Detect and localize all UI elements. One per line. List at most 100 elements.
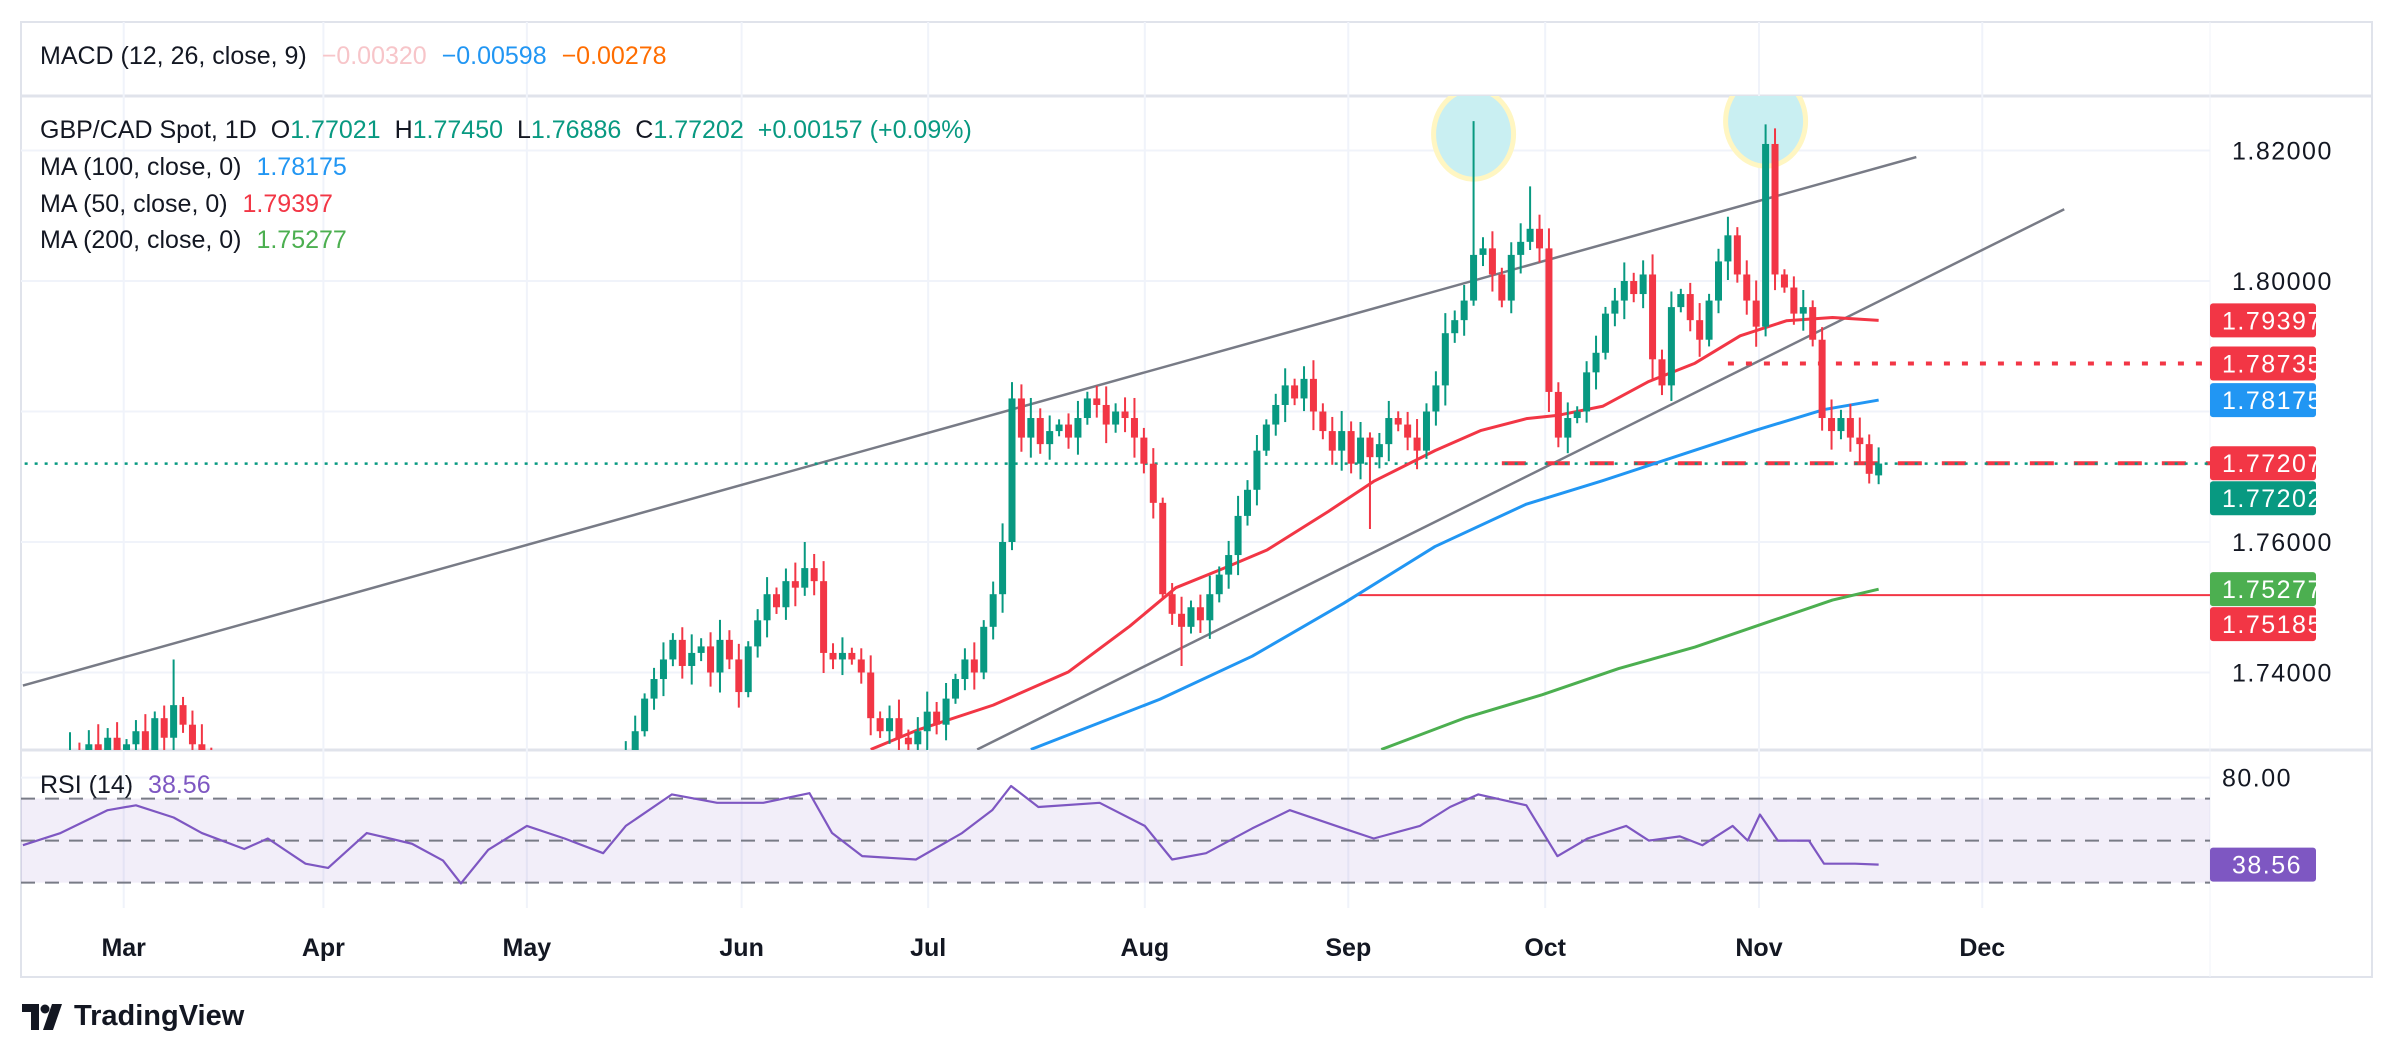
price-tag[interactable]: 1.77202 bbox=[2210, 481, 2323, 516]
candle[interactable] bbox=[1102, 386, 1110, 444]
candle[interactable] bbox=[1743, 260, 1751, 315]
rsi-value-tag[interactable]: 38.56 bbox=[2210, 847, 2316, 882]
candle[interactable] bbox=[94, 724, 102, 777]
candle[interactable] bbox=[763, 577, 771, 638]
candle[interactable] bbox=[848, 647, 856, 665]
candle[interactable] bbox=[1677, 288, 1685, 313]
candle[interactable] bbox=[1093, 385, 1101, 418]
candle[interactable] bbox=[1846, 403, 1854, 452]
price-tag[interactable]: 1.79397 bbox=[2210, 303, 2323, 338]
candle[interactable] bbox=[1780, 269, 1788, 293]
candle[interactable] bbox=[1715, 248, 1722, 314]
candle[interactable] bbox=[1470, 121, 1478, 306]
candle[interactable] bbox=[1404, 411, 1412, 451]
candle[interactable] bbox=[1083, 391, 1091, 425]
candle[interactable] bbox=[1300, 366, 1308, 412]
price-axis[interactable]: 1.82000 1.80000 1.76000 1.74000 80.00 1.79397… bbox=[2210, 138, 2333, 882]
candle[interactable] bbox=[989, 581, 997, 640]
candle[interactable] bbox=[1262, 419, 1270, 456]
candle[interactable] bbox=[791, 562, 799, 607]
candle[interactable] bbox=[1526, 186, 1534, 251]
candle[interactable] bbox=[1149, 448, 1157, 519]
candle[interactable] bbox=[1375, 432, 1383, 469]
candle[interactable] bbox=[1771, 128, 1779, 291]
symbol-legend[interactable]: GBP/CAD Spot, 1D O1.77021 H1.77450 L1.76886… bbox=[40, 116, 980, 145]
candle[interactable] bbox=[1554, 382, 1562, 448]
candle[interactable] bbox=[669, 633, 677, 667]
candle[interactable] bbox=[961, 648, 969, 691]
candle[interactable] bbox=[1140, 427, 1148, 474]
candle[interactable] bbox=[1809, 300, 1817, 347]
candle[interactable] bbox=[1799, 290, 1807, 331]
trend-line-channel-lower[interactable] bbox=[976, 208, 2065, 750]
candle[interactable] bbox=[1620, 262, 1628, 320]
candle[interactable] bbox=[1187, 600, 1195, 634]
ma200-legend[interactable]: MA (200, close, 0) 1.75277 bbox=[40, 226, 355, 255]
candle[interactable] bbox=[1441, 313, 1449, 406]
candle[interactable] bbox=[1517, 223, 1525, 274]
candle[interactable] bbox=[113, 722, 121, 779]
candle[interactable] bbox=[1244, 480, 1251, 526]
candle[interactable] bbox=[1630, 272, 1638, 303]
candle[interactable] bbox=[697, 638, 705, 662]
candle[interactable] bbox=[1065, 413, 1073, 449]
candle[interactable] bbox=[744, 641, 752, 698]
candle[interactable] bbox=[160, 705, 168, 751]
candle[interactable] bbox=[1507, 242, 1515, 314]
candle[interactable] bbox=[1027, 397, 1035, 458]
candle[interactable] bbox=[1253, 435, 1261, 506]
price-tag[interactable]: 1.75277 bbox=[2210, 572, 2323, 607]
candle[interactable] bbox=[188, 710, 196, 759]
candle[interactable] bbox=[1498, 267, 1506, 308]
candle[interactable] bbox=[1818, 327, 1826, 431]
candle[interactable] bbox=[123, 739, 131, 769]
candle[interactable] bbox=[1479, 237, 1487, 267]
candle[interactable] bbox=[970, 642, 978, 690]
candle[interactable] bbox=[1856, 417, 1864, 465]
candle[interactable] bbox=[179, 696, 187, 733]
candle[interactable] bbox=[1309, 360, 1317, 431]
candle[interactable] bbox=[1639, 260, 1647, 309]
candle[interactable] bbox=[1008, 382, 1016, 551]
candle[interactable] bbox=[1272, 393, 1280, 436]
candle[interactable] bbox=[707, 632, 715, 687]
candle[interactable] bbox=[1328, 416, 1336, 465]
candle[interactable] bbox=[716, 619, 724, 693]
candle[interactable] bbox=[923, 691, 931, 752]
candle[interactable] bbox=[886, 705, 894, 744]
candle[interactable] bbox=[1451, 310, 1459, 343]
candle[interactable] bbox=[1196, 594, 1204, 633]
candle[interactable] bbox=[1752, 280, 1760, 347]
trend-line-channel-upper[interactable] bbox=[22, 155, 1917, 687]
candle[interactable] bbox=[999, 523, 1007, 613]
candle[interactable] bbox=[1667, 291, 1675, 402]
candle[interactable] bbox=[942, 682, 950, 741]
candle[interactable] bbox=[1488, 231, 1496, 292]
candle[interactable] bbox=[1592, 335, 1600, 390]
price-tag[interactable]: 1.75185 bbox=[2210, 607, 2323, 642]
candle[interactable] bbox=[1319, 403, 1327, 440]
ma100-legend[interactable]: MA (100, close, 0) 1.78175 bbox=[40, 153, 355, 182]
candle[interactable] bbox=[1178, 596, 1186, 666]
candle[interactable] bbox=[829, 643, 837, 670]
candle[interactable] bbox=[895, 699, 903, 757]
candle[interactable] bbox=[933, 701, 941, 735]
candle[interactable] bbox=[1413, 419, 1421, 470]
candle[interactable] bbox=[67, 732, 74, 802]
candle[interactable] bbox=[1724, 216, 1732, 280]
candle[interactable] bbox=[820, 561, 828, 673]
candle[interactable] bbox=[29, 766, 36, 801]
candle[interactable] bbox=[631, 715, 639, 767]
candle[interactable] bbox=[1338, 411, 1346, 471]
price-tag[interactable]: 1.78175 bbox=[2210, 383, 2323, 418]
candle[interactable] bbox=[725, 630, 733, 670]
candle[interactable] bbox=[876, 711, 884, 738]
candle[interactable] bbox=[1545, 228, 1553, 412]
candle[interactable] bbox=[857, 648, 865, 684]
candle[interactable] bbox=[1865, 434, 1873, 484]
candle[interactable] bbox=[1394, 411, 1402, 432]
candle[interactable] bbox=[1790, 276, 1798, 325]
candle[interactable] bbox=[1357, 421, 1365, 480]
candle[interactable] bbox=[613, 750, 620, 797]
candle[interactable] bbox=[151, 711, 159, 757]
